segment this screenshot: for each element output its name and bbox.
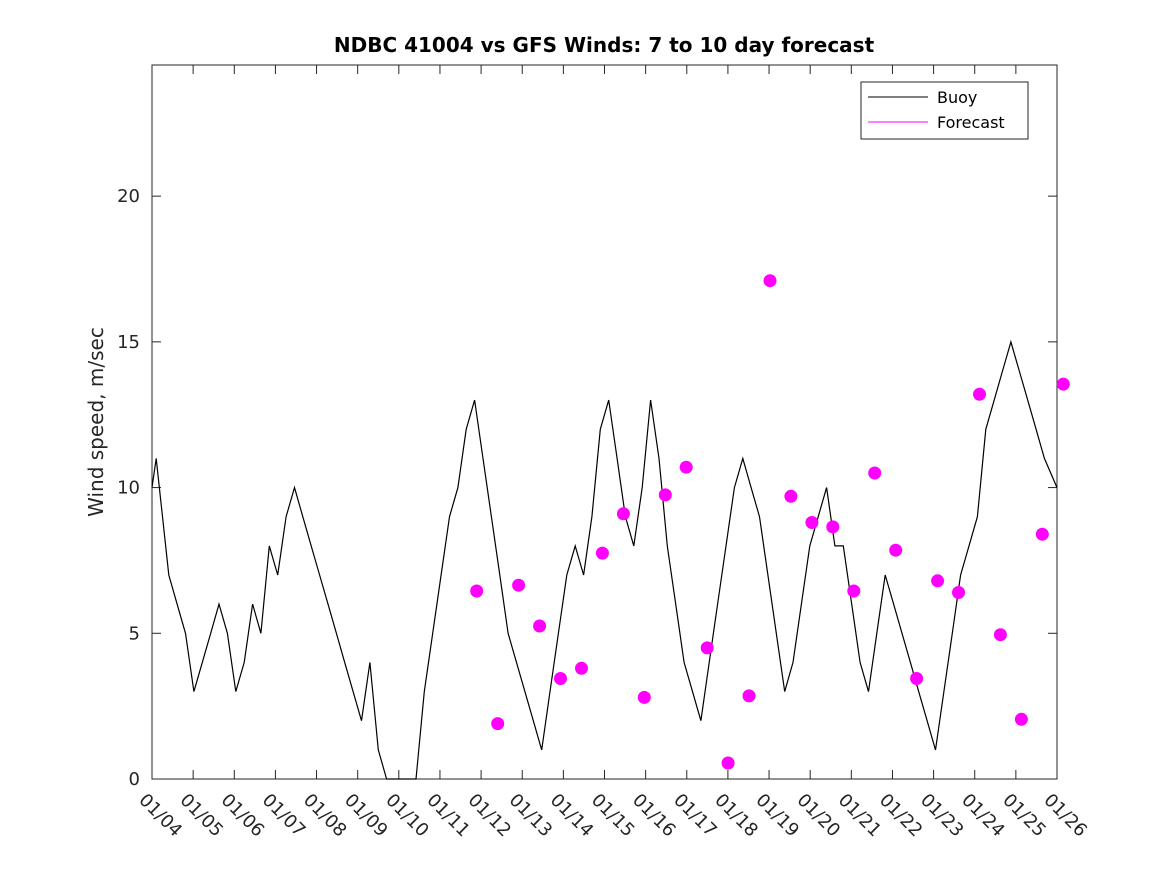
x-tick-label: 01/18 [710, 790, 762, 842]
forecast-marker [889, 543, 903, 557]
forecast-marker [847, 584, 861, 598]
forecast-markers [470, 274, 1070, 770]
x-tick-label: 01/08 [299, 790, 351, 842]
forecast-marker [533, 619, 547, 633]
y-tick-label: 5 [129, 623, 140, 644]
forecast-marker [805, 516, 819, 529]
x-tick-label: 01/11 [422, 790, 474, 842]
x-tick-label: 01/15 [587, 790, 639, 842]
forecast-marker [931, 574, 945, 588]
chart-title: NDBC 41004 vs GFS Winds: 7 to 10 day for… [334, 33, 875, 57]
forecast-marker [1035, 527, 1049, 541]
x-tick-label: 01/20 [793, 790, 845, 842]
x-tick-label: 01/16 [628, 790, 680, 842]
legend-buoy-label: Buoy [937, 88, 977, 107]
forecast-marker [554, 672, 567, 685]
forecast-marker [575, 661, 588, 675]
forecast-marker [616, 507, 630, 521]
x-tick-label: 01/12 [464, 790, 516, 842]
legend: Buoy Forecast [860, 81, 1029, 140]
x-tick-label: 01/17 [669, 790, 721, 842]
x-tick-label: 01/14 [546, 790, 598, 842]
y-tick-label: 15 [117, 332, 140, 353]
x-tick-label: 01/07 [258, 790, 310, 842]
x-tick-label: 01/04 [134, 790, 186, 842]
x-tick-label: 01/13 [505, 790, 557, 842]
forecast-marker [952, 586, 965, 599]
x-tick-label: 01/05 [176, 790, 228, 842]
forecast-marker [1014, 712, 1028, 726]
forecast-marker [1056, 377, 1070, 391]
forecast-marker [721, 756, 735, 770]
forecast-marker [470, 584, 484, 598]
x-tick-label: 01/09 [340, 790, 392, 842]
x-tick-label: 01/26 [1039, 790, 1091, 842]
forecast-marker [784, 489, 798, 503]
forecast-marker [595, 546, 609, 560]
y-tick-label: 0 [129, 769, 140, 790]
forecast-marker [637, 690, 651, 704]
buoy-series-line [151, 339, 1058, 780]
forecast-marker [910, 672, 924, 685]
x-tick-label: 01/06 [217, 790, 269, 842]
plot-area [151, 64, 1058, 780]
forecast-marker [868, 466, 882, 480]
x-tick-label: 01/10 [381, 790, 433, 842]
y-tick-label: 10 [117, 478, 140, 499]
x-tick-label: 01/21 [834, 790, 886, 842]
legend-forecast-label: Forecast [937, 113, 1005, 132]
x-tick-label: 01/24 [957, 790, 1009, 842]
y-axis-label: Wind speed, m/sec [84, 327, 108, 517]
x-tick-label: 01/22 [875, 790, 927, 842]
forecast-marker [658, 488, 672, 502]
series-layer [151, 339, 1058, 780]
forecast-marker [512, 578, 526, 592]
x-tick-label: 01/23 [916, 790, 968, 842]
forecast-marker [993, 628, 1007, 642]
x-tick-label: 01/19 [752, 790, 804, 842]
forecast-marker [700, 641, 714, 655]
forecast-marker [742, 689, 756, 703]
forecast-marker [679, 460, 693, 474]
forecast-marker [826, 520, 840, 534]
forecast-marker [491, 717, 505, 731]
legend-box [860, 81, 1029, 140]
x-tick-label: 01/25 [998, 790, 1050, 842]
forecast-marker [973, 387, 986, 401]
forecast-marker [763, 274, 777, 288]
y-tick-label: 20 [117, 186, 140, 207]
